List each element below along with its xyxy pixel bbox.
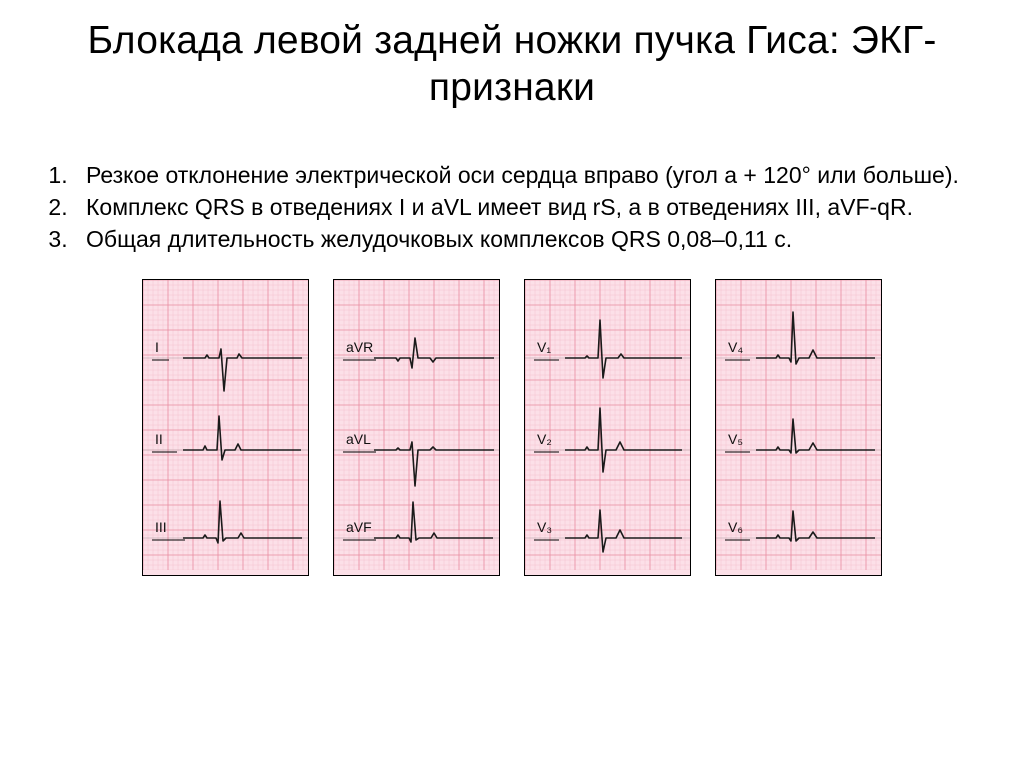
lead-label: V₅: [728, 431, 743, 447]
lead-label: V₂: [537, 431, 552, 447]
lead-label: V₆: [728, 519, 743, 535]
ecg-strip: aVR aVL aVF: [333, 279, 500, 576]
ecg-svg: IIIIII: [143, 280, 308, 570]
bullet-list: Резкое отклонение электрической оси серд…: [46, 160, 990, 255]
ecg-strip: V₁ V₂ V₃: [524, 279, 691, 576]
slide: Блокада левой задней ножки пучка Гиса: Э…: [0, 0, 1024, 767]
lead-label: aVL: [346, 431, 371, 447]
ecg-strip-row: IIIIIIaVRaVLaVFV₁V₂V₃V₄V₅V₆: [34, 279, 990, 576]
ecg-strip: IIIIII: [142, 279, 309, 576]
lead-label: aVF: [346, 519, 372, 535]
lead-label: aVR: [346, 339, 373, 355]
bullet-item: Комплекс QRS в отведениях I и aVL имеет …: [74, 192, 990, 222]
lead-label: V₄: [728, 339, 743, 355]
lead-label: II: [155, 431, 163, 447]
ecg-svg: V₄ V₅ V₆: [716, 280, 881, 570]
bullet-item: Резкое отклонение электрической оси серд…: [74, 160, 990, 190]
ecg-svg: aVR aVL aVF: [334, 280, 499, 570]
bullet-item: Общая длительность желудочковых комплекс…: [74, 224, 990, 254]
lead-label: III: [155, 519, 167, 535]
ecg-strip: V₄ V₅ V₆: [715, 279, 882, 576]
lead-label: V₁: [537, 339, 551, 355]
lead-label: I: [155, 339, 159, 355]
ecg-svg: V₁ V₂ V₃: [525, 280, 690, 570]
lead-label: V₃: [537, 519, 552, 535]
slide-title: Блокада левой задней ножки пучка Гиса: Э…: [34, 18, 990, 112]
